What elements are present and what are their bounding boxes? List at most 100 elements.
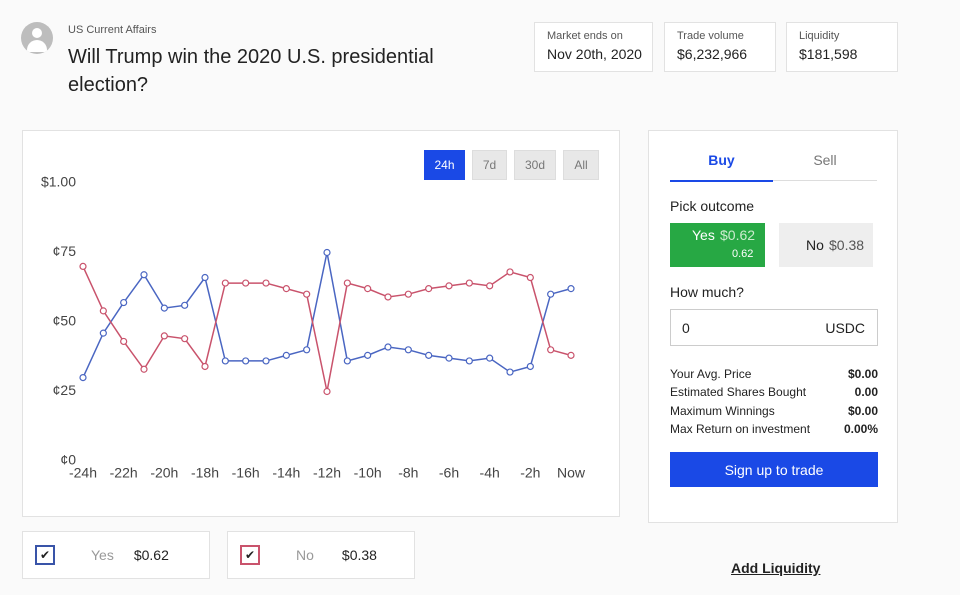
- point: [201, 362, 209, 371]
- stat-value: $181,598: [799, 46, 858, 62]
- x-tick-label: -20h: [150, 465, 178, 481]
- point: [506, 268, 514, 276]
- legend-price: $0.62: [133, 547, 169, 563]
- x-tick-label: -2h: [520, 465, 540, 481]
- x-tick-label: -14h: [272, 465, 300, 481]
- point: [384, 293, 392, 301]
- summary-label: Max Return on investment: [670, 422, 811, 436]
- point: [567, 285, 575, 293]
- point: [181, 335, 189, 343]
- legend-item[interactable]: ✔ No $0.38: [227, 531, 415, 579]
- point: [486, 282, 494, 290]
- x-tick-label: -12h: [313, 465, 341, 481]
- x-tick-label: -8h: [398, 465, 418, 481]
- point: [181, 301, 189, 309]
- range-button[interactable]: 24h: [424, 150, 465, 180]
- summary-value: 0.00: [854, 385, 878, 399]
- stat-label: Liquidity: [799, 30, 840, 42]
- point: [547, 290, 555, 298]
- label: How much?: [670, 284, 744, 300]
- stat: Liquidity $181,598: [786, 22, 898, 72]
- y-tick-label: ¢25: [53, 382, 77, 398]
- x-tick-label: -22h: [110, 465, 138, 481]
- point: [221, 357, 229, 365]
- point: [343, 279, 351, 287]
- market-title: Will Trump win the 2020 U.S. presidentia…: [68, 46, 434, 96]
- point: [445, 282, 453, 290]
- point: [79, 262, 87, 270]
- point: [99, 329, 107, 337]
- point: [425, 351, 433, 359]
- mini-price: 0.62: [732, 248, 754, 260]
- label: No: [806, 237, 824, 253]
- y-tick-label: ¢50: [53, 313, 77, 329]
- series-line: [82, 252, 572, 378]
- point: [323, 387, 331, 396]
- currency: USDC: [825, 320, 865, 336]
- point: [526, 362, 534, 371]
- point: [99, 307, 107, 315]
- avatar: [21, 22, 53, 54]
- y-tick-label: $1.00: [41, 174, 76, 190]
- point: [242, 279, 250, 287]
- summary-label: Your Avg. Price: [670, 367, 752, 381]
- point: [526, 273, 534, 282]
- stat-value: Nov 20th, 2020: [547, 46, 642, 62]
- stat: Market ends on Nov 20th, 2020: [534, 22, 653, 72]
- amount: 0: [682, 320, 690, 336]
- point: [567, 351, 575, 359]
- x-tick-label: Now: [557, 465, 586, 481]
- checkbox[interactable]: ✔: [240, 545, 260, 565]
- x-tick-label: -10h: [354, 465, 382, 481]
- tab[interactable]: Sell: [773, 150, 877, 181]
- point: [282, 351, 290, 359]
- point: [160, 332, 168, 340]
- chart-card: [22, 130, 620, 517]
- amount-input[interactable]: 0 USDC: [670, 309, 878, 346]
- point: [242, 357, 250, 365]
- checkbox[interactable]: ✔: [35, 545, 55, 565]
- stat-label: Market ends on: [547, 30, 623, 42]
- point: [160, 304, 168, 312]
- label: Pick outcome: [670, 198, 755, 214]
- point: [282, 285, 290, 293]
- add-liquidity-link[interactable]: Add Liquidity: [731, 560, 821, 576]
- point: [343, 357, 351, 365]
- series-line: [82, 266, 572, 392]
- summary-value: 0.00%: [843, 422, 878, 436]
- y-tick-label: ¢75: [53, 243, 77, 259]
- point: [364, 285, 372, 293]
- legend-name: No: [296, 547, 314, 563]
- legend-item[interactable]: ✔ Yes $0.62: [22, 531, 210, 579]
- summary-label: Maximum Winnings: [670, 404, 775, 418]
- point: [364, 351, 372, 359]
- price: $0.38: [829, 237, 865, 253]
- summary-value: $0.00: [847, 404, 878, 418]
- stat: Trade volume $6,232,966: [664, 22, 776, 72]
- y-tick-label: ¢0: [60, 452, 76, 468]
- summary-row: Your Avg. Price $0.00: [670, 367, 878, 381]
- yes-button[interactable]: Yes $0.62 0.62: [670, 223, 765, 267]
- point: [120, 337, 128, 346]
- no-button[interactable]: No $0.38: [779, 223, 873, 267]
- point: [404, 290, 412, 298]
- point: [404, 346, 412, 354]
- x-tick-label: -16h: [232, 465, 260, 481]
- legend-name: Yes: [91, 547, 114, 563]
- point: [221, 279, 229, 287]
- price: $0.62: [720, 227, 756, 243]
- point: [262, 357, 270, 365]
- range-button[interactable]: All: [563, 150, 599, 180]
- chart: ¢0 ¢25 ¢50 ¢75 $1.00 -24h -22h -20h -18h -16h -14h…: [41, 174, 586, 481]
- summary-label: Estimated Shares Bought: [670, 385, 807, 399]
- label: Yes: [692, 227, 715, 243]
- range-button[interactable]: 30d: [514, 150, 556, 180]
- point: [445, 354, 453, 362]
- tab[interactable]: Buy: [670, 150, 773, 182]
- range-button[interactable]: 7d: [472, 150, 507, 180]
- point: [506, 368, 514, 376]
- signup-button[interactable]: Sign up to trade: [670, 452, 878, 487]
- x-tick-label: -18h: [191, 465, 219, 481]
- legend-price: $0.38: [341, 547, 377, 563]
